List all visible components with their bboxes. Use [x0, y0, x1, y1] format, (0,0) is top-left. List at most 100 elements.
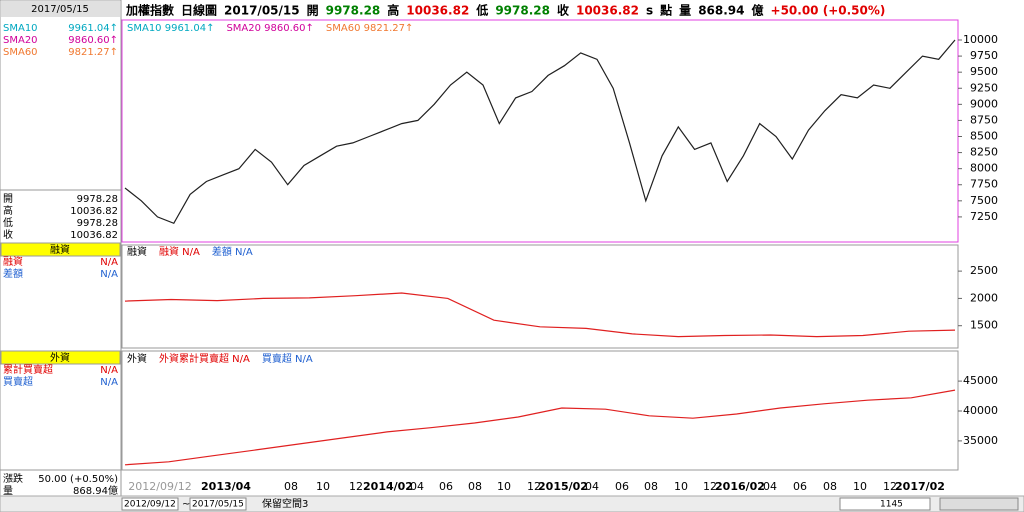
price-plot-frame — [121, 19, 959, 243]
x-tick-label: 04 — [585, 480, 599, 493]
legend-item: 外資累計買賣超 N/A — [159, 352, 250, 365]
x-tick-label: 12 — [883, 480, 897, 493]
ohlc-label: 高 — [3, 204, 13, 217]
y-tick-label: 2000 — [970, 291, 998, 304]
x-tick-label: 06 — [793, 480, 807, 493]
section-header — [0, 350, 121, 365]
header-item: 加權指數 — [125, 3, 174, 18]
header-item: +50.00 (+0.50%) — [771, 4, 886, 18]
toolbar-buttons[interactable] — [939, 497, 1019, 511]
y-tick-label: 9750 — [970, 49, 998, 62]
foreign-value: N/A — [100, 377, 118, 388]
section-title: 融資 — [50, 244, 70, 256]
summary-value: 50.00 (+0.50%) — [38, 474, 118, 485]
legend-item: 外資 — [127, 353, 147, 365]
y-tick-label: 10000 — [963, 33, 998, 46]
y-tick-label: 35000 — [963, 434, 998, 447]
x-tick-label: 2012/09/12 — [128, 480, 191, 493]
sma-label: SMA60 — [3, 47, 38, 58]
header-item: 868.94 — [698, 4, 744, 18]
bar-count: 1145 — [880, 500, 903, 510]
ohlc-label: 低 — [3, 216, 13, 229]
space-label: 保留空間 — [262, 497, 302, 510]
sma-label: SMA20 — [3, 35, 38, 46]
legend-item: SMA60 9821.27↑ — [326, 23, 413, 34]
x-tick-label: 04 — [763, 480, 777, 493]
summary-label: 漲跌 — [3, 472, 23, 485]
status-bar — [0, 495, 1024, 512]
end-date-box[interactable] — [189, 497, 247, 511]
date-sep: ~ — [182, 499, 190, 510]
foreign-label: 買賣超 — [3, 375, 33, 388]
x-tick-label: 2016/02 — [715, 480, 765, 493]
header-bar: 加權指數 日線圖 2017/05/15 開 9978.28 高 10036.82 低 9978.… — [125, 3, 885, 18]
header-item: 2017/05/15 — [224, 4, 300, 18]
x-tick-label: 2015/02 — [538, 480, 588, 493]
y-tick-label: 9500 — [970, 65, 998, 78]
y-tick-label: 9000 — [970, 97, 998, 110]
y-tick-label: 8000 — [970, 162, 998, 175]
y-tick-label: 8500 — [970, 130, 998, 143]
space-value[interactable]: 3 — [302, 499, 308, 510]
margin-label: 融資 — [3, 256, 23, 268]
legend-item: 差額 N/A — [212, 245, 253, 258]
y-tick-label: 7250 — [970, 210, 998, 223]
foreign-value: N/A — [100, 365, 118, 376]
legend-item: 融資 — [127, 246, 147, 258]
sma-value: 9961.04↑ — [68, 23, 118, 34]
header-item: 點 — [660, 3, 672, 18]
y-tick-label: 7750 — [970, 178, 998, 191]
x-tick-label: 06 — [615, 480, 629, 493]
x-tick-label: 2013/04 — [201, 480, 251, 493]
header-item: 9978.28 — [326, 4, 381, 18]
x-tick-label: 10 — [497, 480, 511, 493]
x-tick-label: 10 — [316, 480, 330, 493]
y-tick-label: 40000 — [963, 404, 998, 417]
start-date[interactable]: 2012/09/12 — [124, 500, 176, 510]
ohlc-label: 收 — [3, 228, 13, 241]
header-item: 日線圖 — [181, 3, 217, 18]
x-tick-label: 2014/02 — [363, 480, 413, 493]
x-tick-label: 12 — [703, 480, 717, 493]
ohlc-value: 9978.28 — [77, 194, 118, 205]
summary-label: 量 — [3, 485, 13, 497]
y-tick-label: 2500 — [970, 264, 998, 277]
header-item: s — [646, 4, 653, 18]
x-tick-label: 08 — [644, 480, 658, 493]
series-line — [124, 389, 956, 466]
end-date[interactable]: 2017/05/15 — [192, 500, 244, 510]
margin-plot-frame — [121, 244, 959, 349]
ohlc-value: 10036.82 — [70, 206, 118, 217]
series-line — [124, 39, 956, 225]
legend-item: SMA10 9961.04↑ — [127, 23, 214, 34]
x-tick-label: 04 — [410, 480, 424, 493]
foreign-label: 累計買賣超 — [3, 363, 53, 376]
start-date-box[interactable] — [121, 497, 179, 511]
ohlc-label: 開 — [3, 193, 13, 205]
sma-value: 9860.60↑ — [68, 35, 118, 46]
ohlc-value: 9978.28 — [77, 218, 118, 229]
panel-date: 2017/05/15 — [31, 4, 89, 15]
header-item: 開 — [307, 4, 319, 18]
section-title: 外資 — [50, 352, 70, 364]
date-cell — [1, 1, 120, 17]
scrollbar[interactable] — [839, 497, 931, 511]
x-tick-label: 2017/02 — [895, 480, 945, 493]
margin-value: N/A — [100, 269, 118, 280]
legend-item: 融資 N/A — [159, 246, 200, 258]
y-tick-label: 8250 — [970, 146, 998, 159]
y-tick-label: 7500 — [970, 194, 998, 207]
x-tick-label: 08 — [823, 480, 837, 493]
header-item: 億 — [752, 3, 764, 18]
legend-item: 買賣超 N/A — [262, 352, 313, 365]
x-tick-label: 08 — [284, 480, 298, 493]
header-item: 9978.28 — [495, 4, 550, 18]
x-tick-label: 10 — [853, 480, 867, 493]
margin-value: N/A — [100, 257, 118, 268]
section-header — [0, 242, 121, 257]
legend-item: SMA20 9860.60↑ — [226, 23, 313, 34]
x-tick-label: 08 — [468, 480, 482, 493]
header-item: 量 — [679, 4, 691, 18]
